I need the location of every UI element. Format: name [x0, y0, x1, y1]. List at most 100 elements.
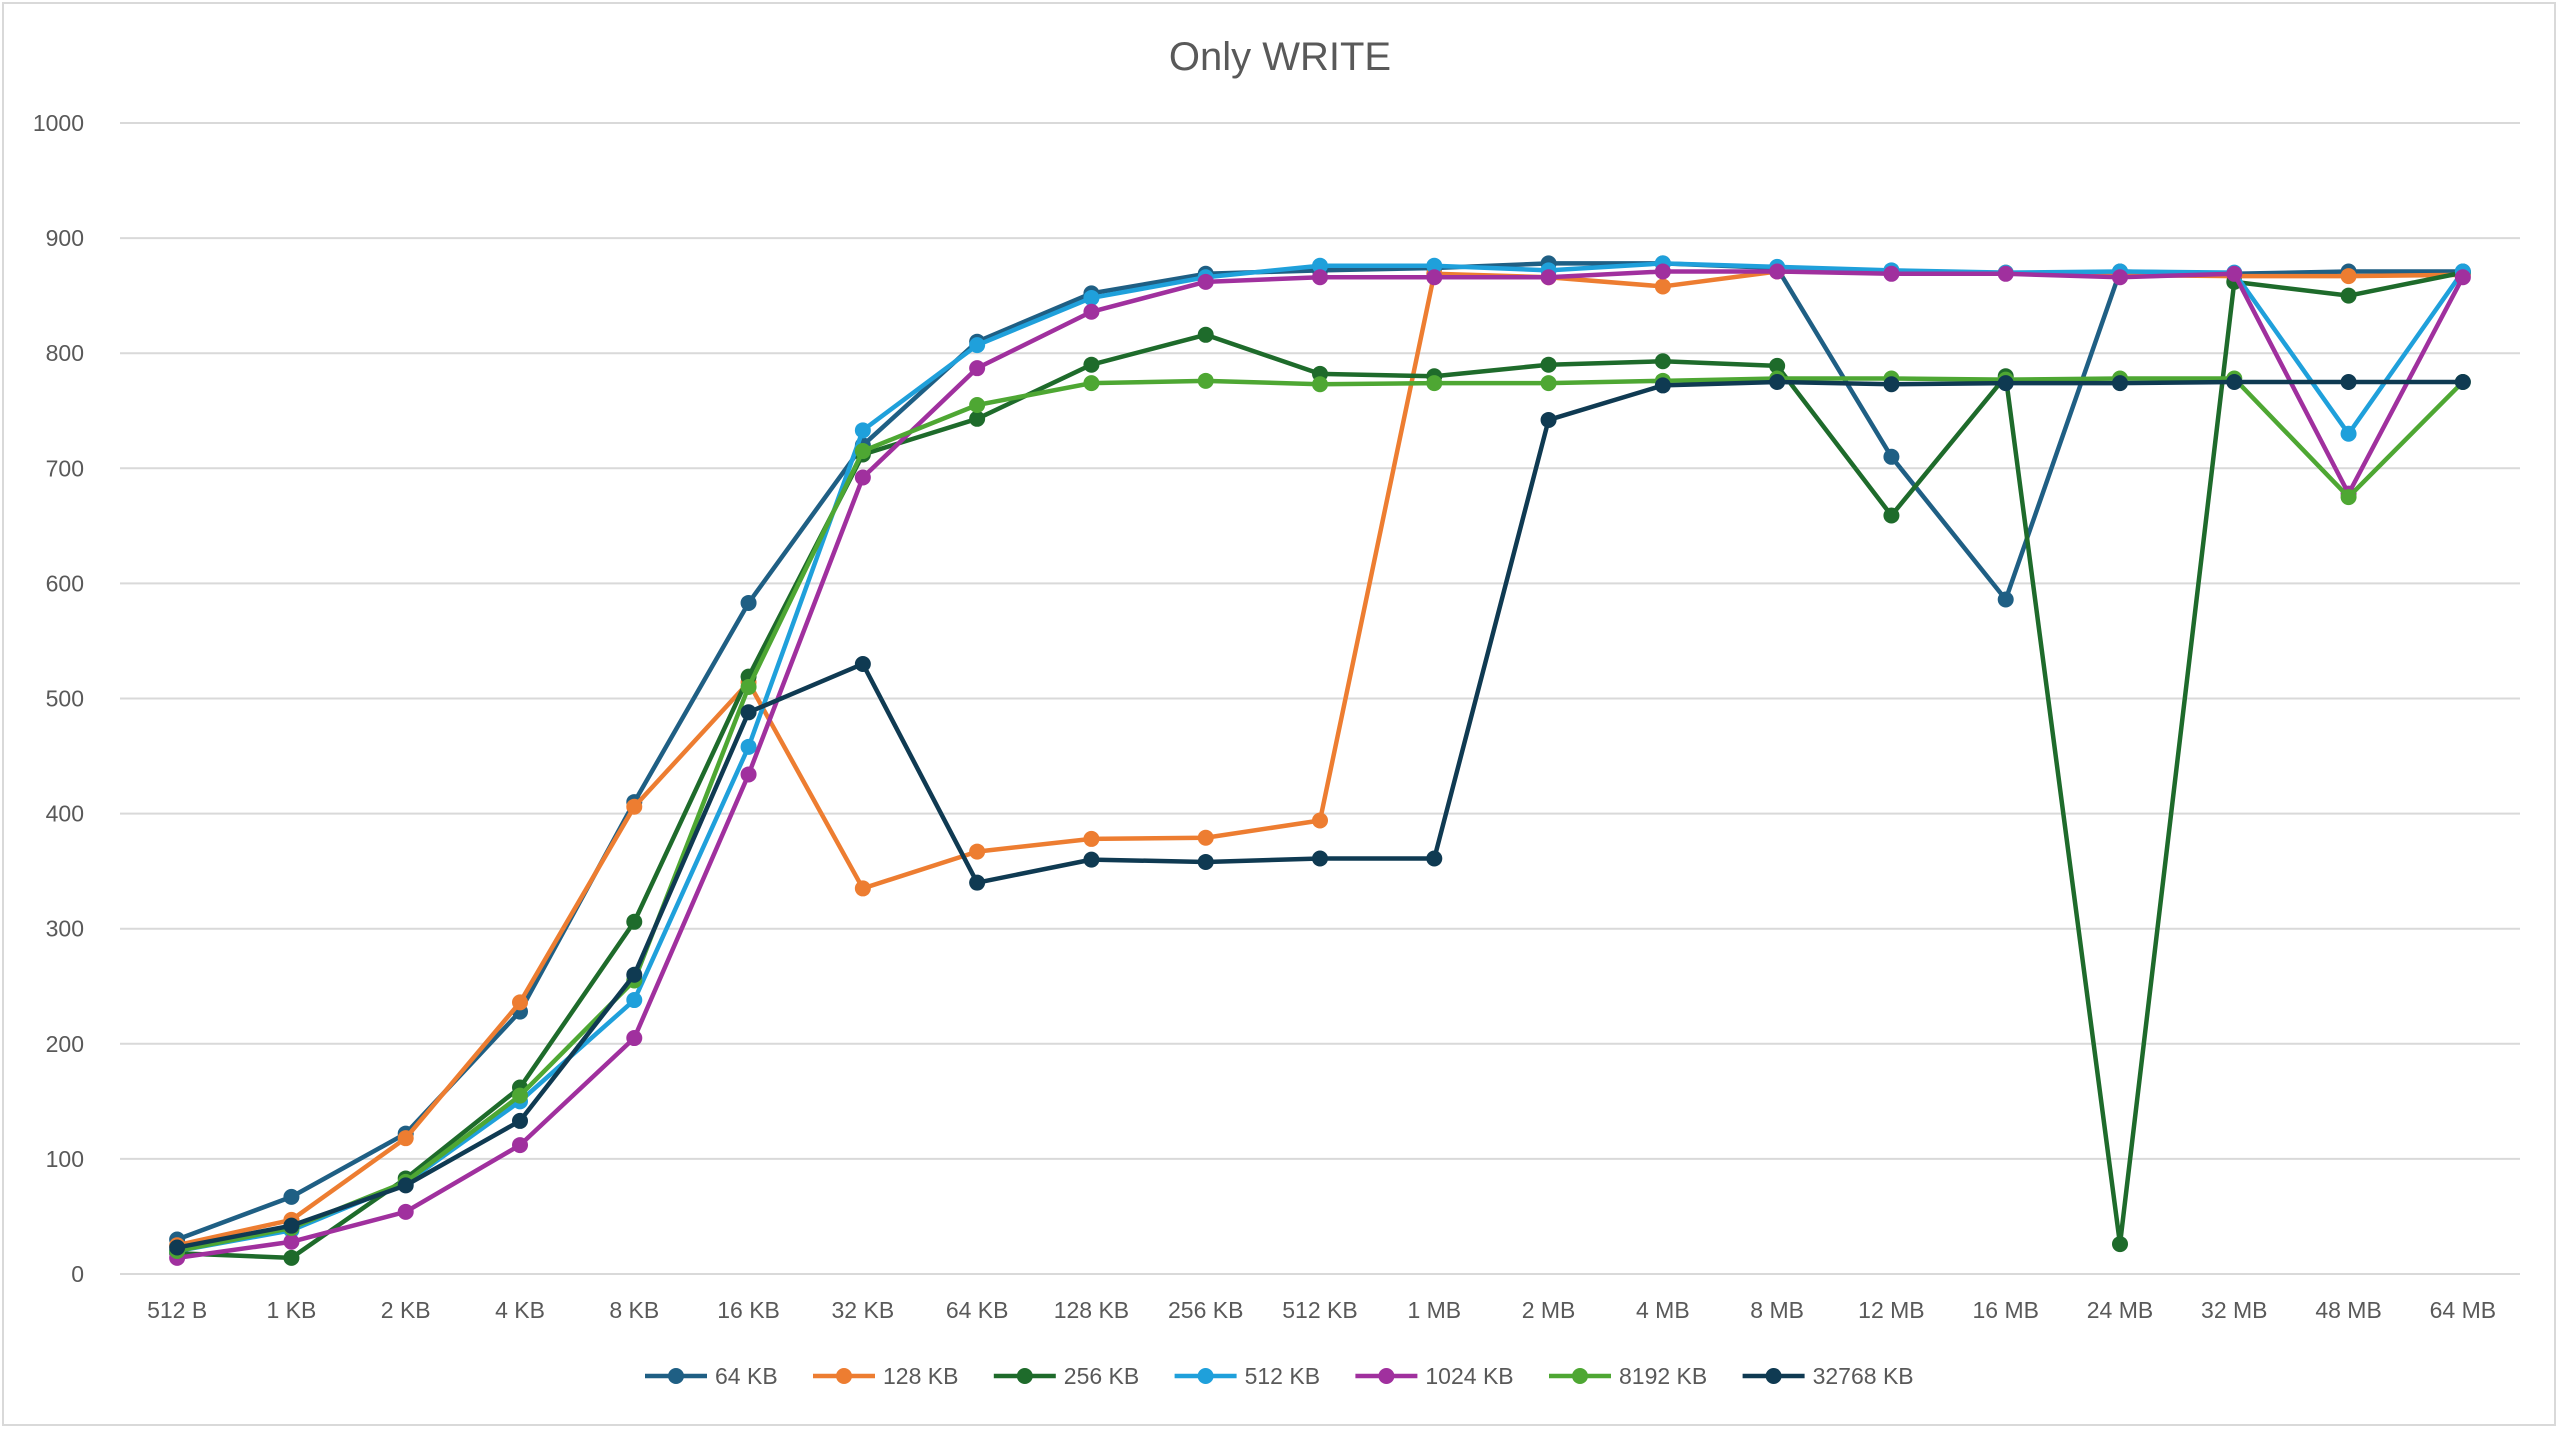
data-point	[1083, 303, 1100, 320]
data-point	[1312, 850, 1328, 867]
series-group	[169, 255, 2471, 1266]
data-point	[397, 1203, 414, 1220]
legend-label: 1024 KB	[1425, 1363, 1513, 1389]
y-tick-label: 1000	[33, 110, 84, 136]
data-point	[1654, 353, 1671, 370]
data-point	[283, 1188, 300, 1205]
x-tick-label: 2 MB	[1522, 1297, 1576, 1323]
data-point	[2112, 1236, 2128, 1253]
x-tick-label: 4 MB	[1636, 1297, 1690, 1323]
data-point	[2112, 269, 2128, 286]
data-point	[854, 443, 871, 460]
data-point	[969, 396, 986, 413]
legend-label: 64 KB	[715, 1363, 778, 1389]
data-point	[1083, 356, 1100, 373]
y-tick-label: 800	[46, 340, 84, 366]
legend-item-256-kb: 256 KB	[993, 1363, 1139, 1389]
legend-label: 32768 KB	[1813, 1363, 1914, 1389]
y-tick-label: 0	[71, 1261, 84, 1287]
data-point	[1197, 273, 1214, 290]
data-point	[1997, 265, 2014, 282]
y-tick-label: 300	[46, 916, 84, 942]
legend-item-512-kb: 512 KB	[1174, 1363, 1320, 1389]
legend-item-8192-kb: 8192 KB	[1549, 1363, 1707, 1389]
data-point	[740, 678, 757, 695]
data-point	[2340, 489, 2357, 506]
data-point	[1883, 507, 1900, 524]
data-point	[283, 1217, 300, 1234]
data-point	[512, 1087, 528, 1104]
data-point	[969, 410, 986, 427]
data-point	[283, 1233, 300, 1250]
data-point	[1654, 377, 1671, 394]
data-point	[969, 843, 986, 860]
data-point	[854, 422, 871, 439]
data-point	[1883, 265, 1900, 282]
x-tick-label: 48 MB	[2315, 1297, 2381, 1323]
data-point	[1426, 269, 1443, 286]
data-point	[1312, 269, 1328, 286]
data-point	[969, 874, 986, 891]
x-tick-label: 32 MB	[2201, 1297, 2267, 1323]
data-point	[1540, 269, 1557, 286]
y-tick-label: 900	[46, 225, 84, 251]
y-tick-label: 600	[46, 570, 84, 596]
series-line-256-kb	[174, 270, 2466, 1261]
data-point	[626, 992, 643, 1009]
data-point	[1997, 591, 2014, 608]
data-point	[969, 337, 986, 354]
data-point	[1083, 289, 1100, 306]
data-point	[1083, 830, 1100, 847]
data-point	[626, 798, 643, 815]
legend-swatch-marker	[1378, 1368, 1395, 1384]
data-point	[1769, 357, 1786, 374]
data-point	[397, 1130, 414, 1147]
series-32768-kb	[169, 373, 2471, 1256]
y-tick-label: 500	[46, 686, 84, 712]
legend-swatch-marker	[1016, 1368, 1033, 1384]
legend-swatch-marker	[1765, 1368, 1782, 1384]
data-point	[2340, 425, 2357, 442]
x-tick-label: 12 MB	[1858, 1297, 1924, 1323]
data-point	[1197, 853, 1214, 870]
legend-label: 8192 KB	[1619, 1363, 1707, 1389]
data-point	[169, 1239, 186, 1256]
data-point	[512, 1137, 528, 1154]
data-point	[1540, 411, 1557, 428]
data-point	[1312, 257, 1328, 274]
data-point	[1769, 373, 1786, 390]
data-point	[1426, 257, 1443, 274]
data-point	[1426, 850, 1443, 867]
data-point	[969, 360, 986, 377]
chart-title: Only WRITE	[1169, 35, 1391, 79]
x-tick-label: 2 KB	[381, 1297, 431, 1323]
legend-item-32768-kb: 32768 KB	[1742, 1363, 1914, 1389]
data-point	[2226, 265, 2243, 282]
x-tick-label: 512 B	[147, 1297, 207, 1323]
data-point	[740, 738, 757, 755]
y-tick-label: 200	[46, 1031, 84, 1057]
legend-item-128-kb: 128 KB	[813, 1363, 958, 1389]
legend-item-64-kb: 64 KB	[645, 1363, 778, 1389]
x-tick-label: 8 KB	[609, 1297, 659, 1323]
data-point	[1197, 372, 1214, 389]
legend-label: 256 KB	[1064, 1363, 1139, 1389]
data-point	[740, 594, 757, 611]
data-point	[740, 704, 757, 721]
data-point	[1083, 375, 1100, 392]
data-point	[1654, 263, 1671, 280]
y-tick-label: 700	[46, 455, 84, 481]
data-point	[1197, 326, 1214, 343]
data-point	[2226, 373, 2243, 390]
data-point	[1083, 851, 1100, 868]
data-point	[1540, 356, 1557, 373]
data-point	[2454, 269, 2471, 286]
x-axis-ticks: 512 B 1 KB 2 KB 4 KB 8 KB 16 KB 32 KB 64 KB 128 …	[147, 1297, 2496, 1323]
data-point	[1883, 448, 1900, 465]
legend-swatch-marker	[836, 1368, 852, 1384]
x-tick-label: 1 KB	[266, 1297, 316, 1323]
data-point	[1312, 812, 1328, 829]
data-point	[2454, 373, 2471, 390]
